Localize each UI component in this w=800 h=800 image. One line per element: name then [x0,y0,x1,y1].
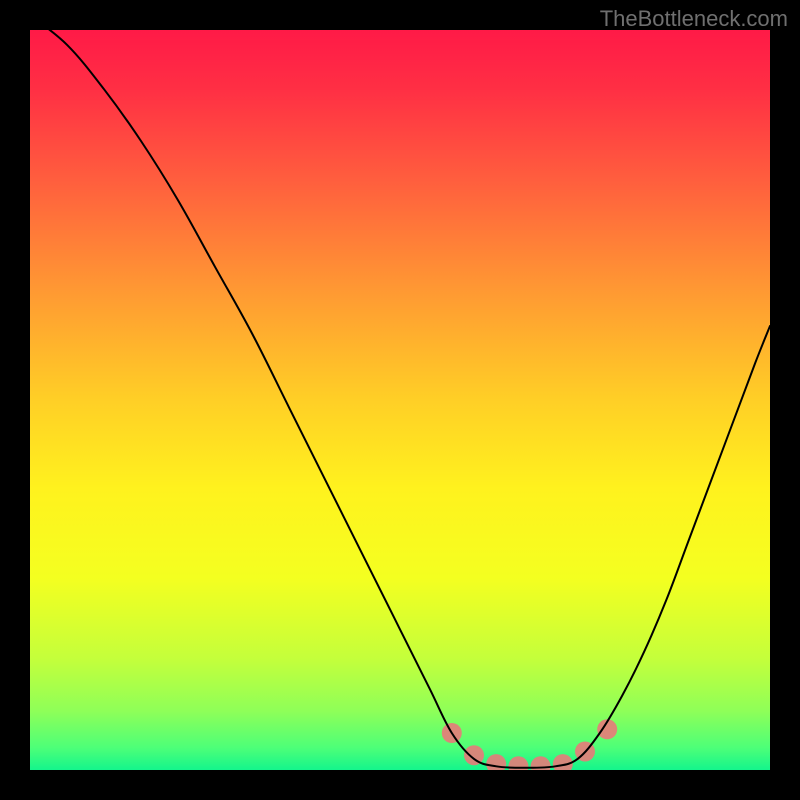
chart-svg [0,0,800,800]
chart-container: TheBottleneck.com [0,0,800,800]
